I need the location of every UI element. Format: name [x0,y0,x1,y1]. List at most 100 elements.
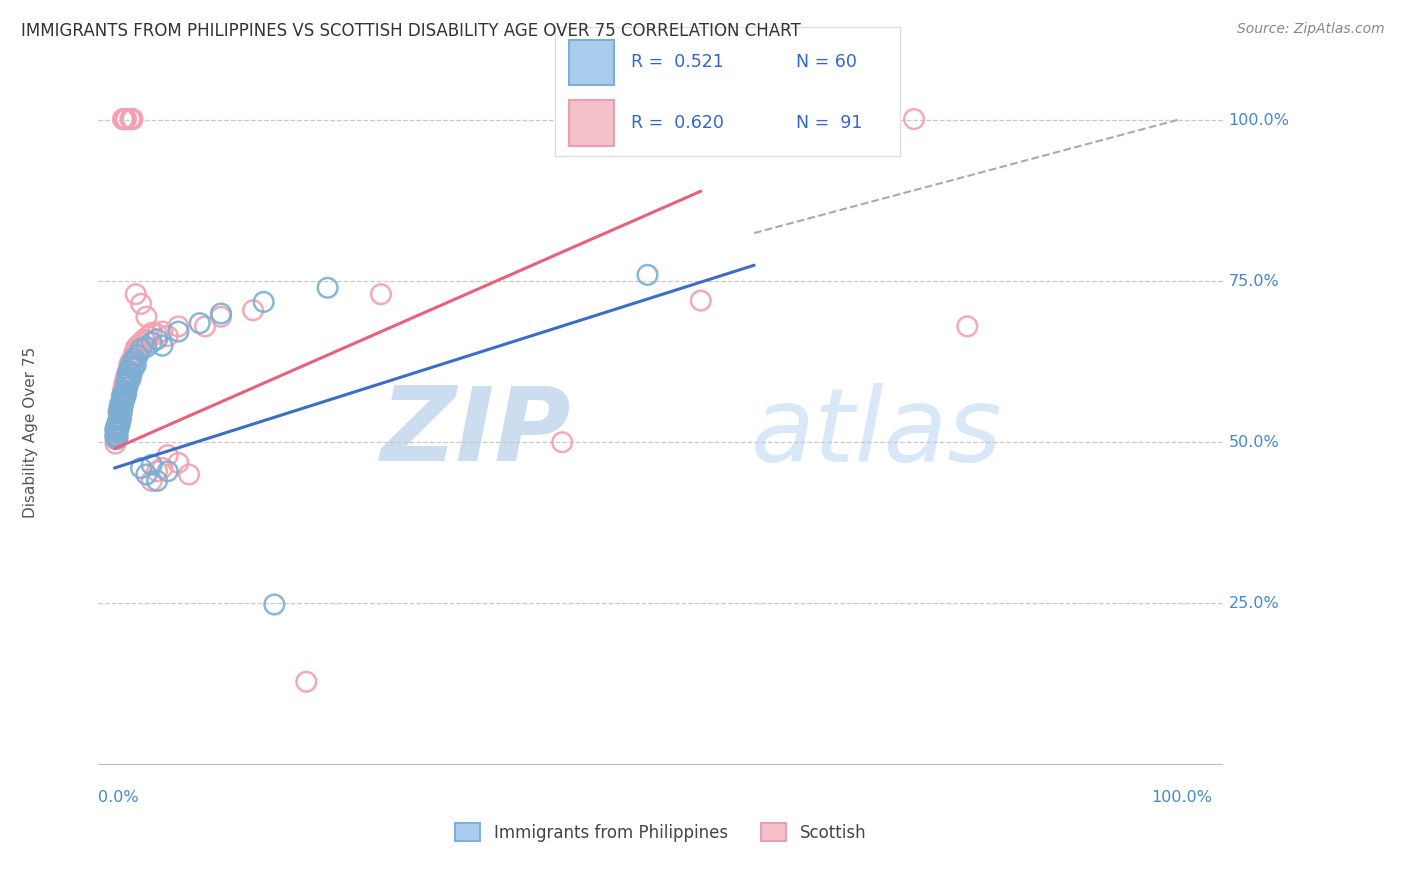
Point [129,342,152,356]
Point [125,358,148,372]
Point [689,293,711,308]
Point [127,339,149,353]
Point [122,361,145,376]
Point [105,425,128,440]
Point [111,112,134,127]
Point [108,403,131,417]
Point [107,427,129,442]
Point [150,325,173,339]
Point [141,326,163,340]
Point [105,430,128,444]
Point [263,598,285,612]
Point [120,372,142,386]
Text: Disability Age Over 75: Disability Age Over 75 [24,347,38,518]
Point [146,464,169,478]
Point [108,417,131,432]
Point [104,429,127,443]
Point [135,310,157,324]
Point [117,366,139,380]
Point [107,430,129,444]
Point [114,374,136,388]
Point [107,421,129,435]
Text: 25.0%: 25.0% [1229,596,1279,611]
Point [129,297,152,311]
Point [114,384,136,398]
Point [125,287,148,301]
Point [107,416,129,430]
Text: 75.0%: 75.0% [1229,274,1279,289]
Point [146,474,169,488]
Point [114,380,136,394]
Point [135,340,157,354]
Point [156,448,179,462]
Point [146,327,169,342]
Point [107,422,129,436]
Point [120,112,142,127]
Point [118,364,141,378]
Point [111,398,134,412]
Text: 50.0%: 50.0% [1229,434,1279,450]
Point [167,456,190,470]
Point [112,385,135,400]
Text: 100.0%: 100.0% [1229,113,1289,128]
Point [316,281,339,295]
Legend: Immigrants from Philippines, Scottish: Immigrants from Philippines, Scottish [447,815,875,850]
Point [111,384,134,398]
Point [107,413,129,427]
Point [110,413,132,427]
Point [110,410,132,425]
Point [115,371,138,385]
Point [111,392,134,406]
Point [135,467,157,482]
Point [108,409,131,424]
Point [141,458,163,472]
Point [138,329,160,343]
Point [124,345,146,359]
Point [167,325,190,339]
Point [637,268,659,282]
Text: 0.0%: 0.0% [98,790,139,805]
Point [111,393,134,408]
Point [118,364,141,378]
Point [111,403,134,417]
Point [115,377,138,392]
Point [107,419,129,434]
Point [146,332,169,346]
Point [194,319,217,334]
Point [111,390,134,404]
Point [107,404,129,418]
Text: R =  0.620: R = 0.620 [631,114,724,132]
Point [114,390,136,404]
Point [111,400,134,414]
Point [108,416,131,430]
Point [115,380,138,394]
Point [370,287,392,301]
Point [118,358,141,372]
Point [105,432,128,446]
Point [111,389,134,403]
Point [903,112,925,127]
Point [188,316,211,330]
Point [105,419,128,434]
Point [253,294,276,309]
Point [167,319,190,334]
Point [121,352,143,367]
Point [125,342,148,356]
Point [209,306,232,320]
Point [115,371,138,385]
Point [115,387,138,401]
Bar [569,39,614,85]
Point [120,361,142,376]
Point [242,303,264,318]
Point [108,409,131,424]
Point [112,392,135,406]
Point [107,416,129,430]
Point [115,374,138,388]
Point [177,467,200,482]
Point [112,378,135,392]
Point [104,422,127,436]
Point [104,436,127,450]
Point [141,474,163,488]
Text: Source: ZipAtlas.com: Source: ZipAtlas.com [1237,22,1385,37]
Point [107,424,129,438]
